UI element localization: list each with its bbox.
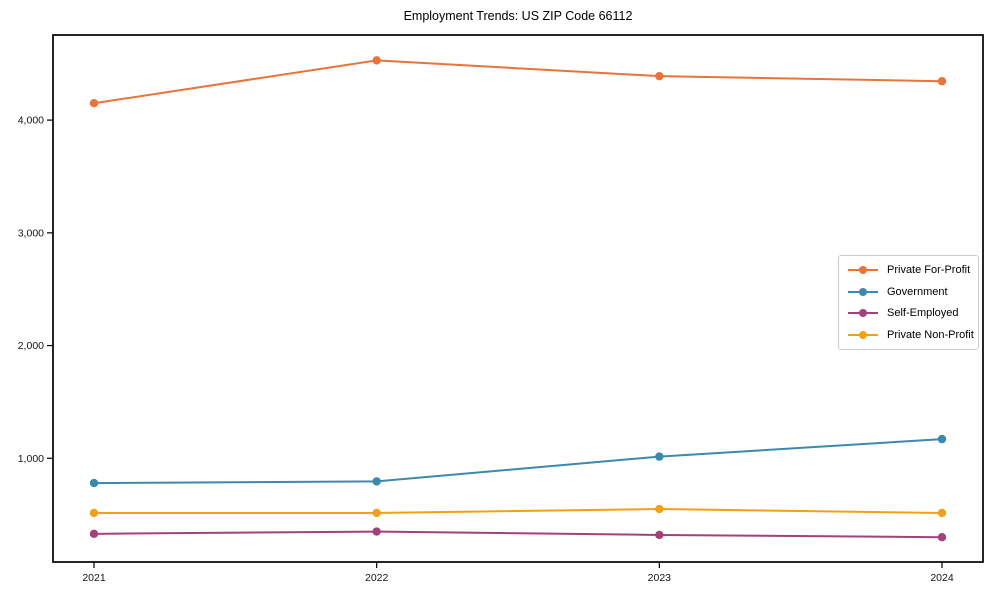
data-point-private-for-profit-2021 [89,99,99,108]
legend-item-self-employed: Self-Employed [847,307,970,319]
plot-frame [52,34,984,563]
chart-title: Employment Trends: US ZIP Code 66112 [403,9,633,23]
x-axis-tick-label: 2023 [648,572,672,584]
series-line-private-for-profit [93,59,943,105]
x-axis-tick-label: 2022 [365,572,389,584]
data-point-private-for-profit-2023 [655,71,664,81]
y-axis-tick-label: 1,000 [18,453,44,465]
legend-line-marker-icon [848,287,878,296]
legend: Private For-Profit Government Self-Emplo… [838,255,979,350]
series-line-private-non-profit [93,508,943,514]
y-axis-tick-label: 3,000 [18,227,44,239]
data-point-private-for-profit-2022 [372,56,381,65]
legend-line-marker-icon [848,330,878,339]
data-point-government-2021 [89,478,99,488]
legend-line-marker-icon [848,266,878,274]
legend-label: Government [887,285,948,298]
data-point-government-2024 [937,434,947,444]
data-point-self-employed-2022 [372,527,381,536]
x-axis-tick-label: 2024 [930,572,954,584]
data-point-self-employed-2024 [937,533,947,542]
legend-line-marker-icon [848,309,878,318]
y-axis-tick-label: 4,000 [18,115,44,127]
data-point-private-non-profit-2023 [655,504,664,514]
data-point-government-2023 [655,452,664,461]
y-axis-tick-label: 2,000 [18,340,44,352]
data-point-private-non-profit-2021 [89,508,99,518]
data-point-private-non-profit-2024 [937,508,947,518]
data-point-government-2022 [372,477,381,486]
x-axis-tick-label: 2021 [82,572,106,584]
legend-label: Private Non-Profit [887,328,974,341]
data-point-self-employed-2021 [89,529,99,539]
legend-item-government: Government [847,286,970,298]
legend-item-private-for-profit: Private For-Profit [847,264,970,276]
legend-label: Private For-Profit [887,264,971,276]
legend-item-private-non-profit: Private Non-Profit [847,329,974,341]
data-point-private-non-profit-2022 [372,508,381,518]
data-point-private-for-profit-2024 [937,77,947,86]
series-line-self-employed [93,530,943,539]
data-point-self-employed-2023 [655,530,664,540]
legend-label: Self-Employed [887,307,959,320]
series-line-government [93,438,943,485]
